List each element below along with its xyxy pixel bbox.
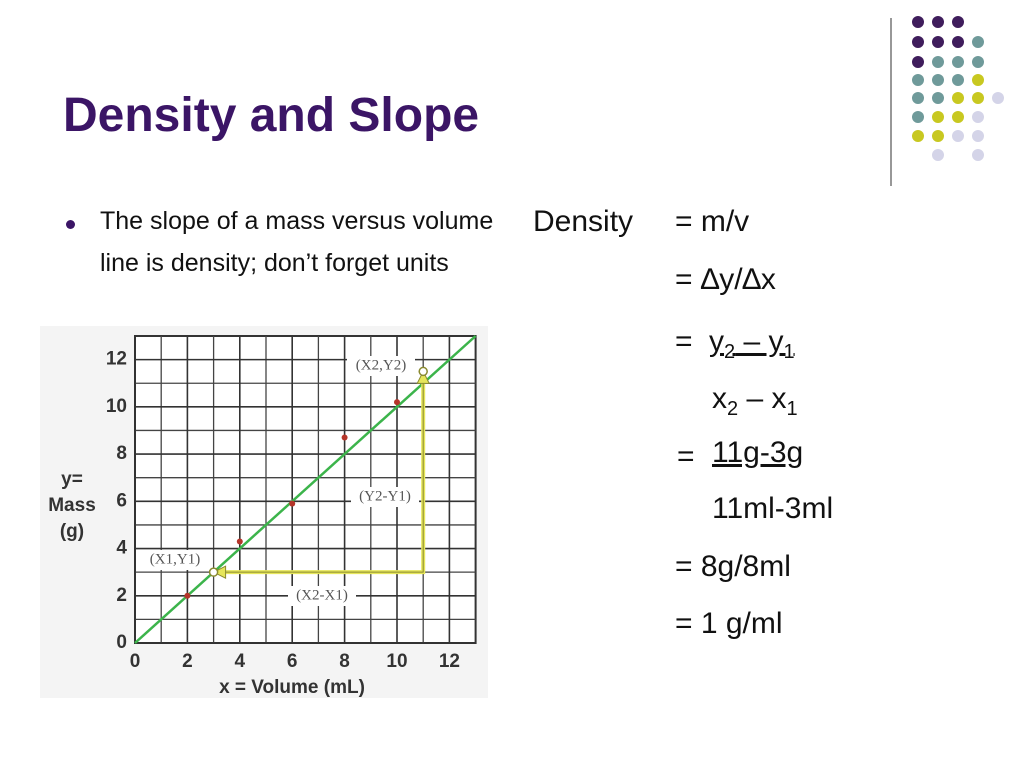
subscript: 2	[724, 341, 736, 363]
y-tick-label: 4	[116, 538, 127, 559]
subscript: 1	[783, 341, 795, 363]
y-axis-label: Mass	[48, 495, 96, 516]
data-point	[236, 538, 243, 545]
equals: =	[677, 440, 695, 473]
annotation: (Y2-Y1)	[359, 488, 411, 504]
equation: = ∆y/∆x	[675, 263, 776, 296]
numerator: 11g-3g	[712, 436, 804, 469]
data-point	[341, 434, 348, 441]
arrow-head	[212, 565, 227, 579]
annotation-box	[288, 586, 356, 606]
text: x	[712, 382, 727, 415]
data-point	[394, 399, 400, 406]
annotation: (X2-X1)	[296, 587, 348, 603]
data-point	[184, 592, 191, 599]
y-axis-label: (g)	[60, 521, 84, 542]
annotation-box	[351, 487, 419, 507]
y-tick-label: 2	[116, 585, 127, 606]
y-tick-label: 10	[106, 396, 127, 417]
subscript: 2	[727, 398, 739, 420]
y-tick-label: 8	[116, 443, 127, 464]
x-axis-label: x = Volume (mL)	[219, 677, 365, 698]
subscript: 1	[786, 398, 798, 420]
data-point	[289, 500, 296, 507]
numerator: y2 – y1	[709, 325, 795, 364]
denominator: x2 – x1	[712, 382, 798, 421]
x-tick-label: 10	[386, 651, 407, 672]
equation: = m/v	[675, 205, 750, 238]
bullet-dot	[66, 220, 75, 229]
arrow-head	[416, 370, 431, 384]
y-axis-label: y=	[61, 469, 83, 490]
y-tick-label: 6	[116, 490, 127, 511]
equation: = 8g/8ml	[675, 550, 791, 583]
equals: =	[675, 325, 693, 358]
equation-lhs: Density	[533, 205, 634, 238]
x-tick-label: 6	[287, 651, 298, 672]
text: – y	[735, 325, 784, 358]
y-tick-label: 12	[106, 349, 127, 370]
annotation: (X2,Y2)	[356, 357, 406, 373]
text: – x	[738, 382, 787, 415]
arrow-outline	[213, 371, 424, 573]
denominator: 11ml-3ml	[712, 492, 834, 525]
annotation: (X1,Y1)	[150, 551, 200, 567]
annotation-box	[347, 356, 415, 376]
endpoint	[418, 366, 428, 377]
text: y	[709, 325, 724, 358]
fit-line	[134, 335, 477, 644]
x-tick-label: 2	[182, 651, 193, 672]
y-tick-label: 0	[116, 632, 127, 653]
x-tick-label: 4	[235, 651, 246, 672]
decoration	[890, 16, 1004, 186]
x-tick-label: 12	[439, 651, 460, 672]
endpoint	[208, 567, 219, 577]
bullet-text: The slope of a mass versus volume line i…	[100, 207, 494, 277]
slide-title: Density and Slope	[63, 89, 480, 142]
annotation-box	[141, 550, 209, 570]
x-tick-label: 0	[130, 651, 141, 672]
equation: = 1 g/ml	[675, 607, 783, 640]
x-tick-label: 8	[339, 651, 350, 672]
